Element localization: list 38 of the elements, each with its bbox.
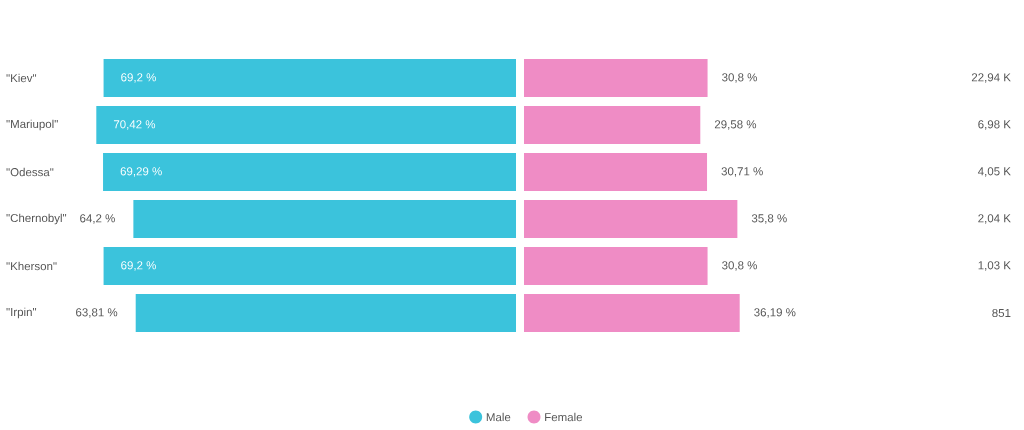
bar [524,106,701,144]
text: 2,04 K [978,214,1011,224]
data-label: 30,8 % [722,261,757,271]
data-label: 36,19 % [754,308,796,318]
text: 22,94 K [971,73,1011,83]
bar [524,200,738,238]
data-label: 69,29 % [120,167,162,177]
legend-label: Male [486,412,511,422]
text: 851 [992,308,1011,318]
legend-label: Female [545,412,583,422]
y-tick-label: "Kherson" [6,261,57,271]
data-label: 70,42 % [113,120,156,130]
text: 6,98 K [978,120,1011,130]
bar [524,246,708,285]
bar [96,106,517,144]
bar [133,200,517,238]
y-tick-label: "Kiev" [6,73,37,83]
y-tick-label: "Irpin" [6,307,37,319]
data-label: 69,2 % [121,73,156,83]
bar [524,153,708,191]
y-tick-label: "Odessa" [6,167,54,177]
text: 4,05 K [977,167,1011,177]
data-label: 30,71 % [721,167,763,177]
y-tick-label: "Chernobyl" [6,213,67,225]
data-label: 69,2 % [121,261,156,271]
y-tick-label: "Mariupol" [6,119,58,131]
data-label: 35,8 % [751,214,787,224]
data-label: 29,58 % [714,120,757,130]
bar [103,246,517,285]
bar [135,293,517,332]
bar [103,59,517,97]
data-label: 30,8 % [722,73,757,83]
data-label: 63,81 % [76,308,118,318]
text: 1,03 K [978,261,1011,271]
bar [103,153,517,191]
bar [524,59,708,97]
bar [524,293,740,332]
data-label: 64,2 % [80,214,115,224]
